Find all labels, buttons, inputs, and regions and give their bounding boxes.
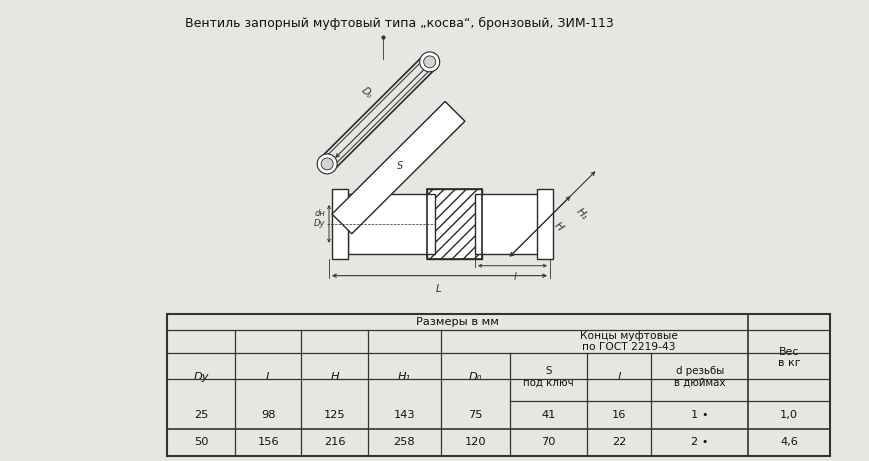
Text: 1 •: 1 • <box>690 410 708 420</box>
Text: 98: 98 <box>261 410 275 420</box>
Bar <box>536 189 553 259</box>
Circle shape <box>419 52 439 72</box>
Text: 25: 25 <box>194 410 209 420</box>
Text: 156: 156 <box>257 437 279 448</box>
Text: 125: 125 <box>323 410 345 420</box>
Text: d резьбы
в дюймах: d резьбы в дюймах <box>673 366 725 388</box>
Text: D₀: D₀ <box>358 86 374 101</box>
FancyBboxPatch shape <box>348 194 434 254</box>
Text: 258: 258 <box>393 437 415 448</box>
Text: 120: 120 <box>464 437 486 448</box>
Text: 4,6: 4,6 <box>779 437 797 448</box>
Text: 75: 75 <box>468 410 482 420</box>
Text: Вентиль запорный муфтовый типа „косва“, бронзовый, ЗИМ-113: Вентиль запорный муфтовый типа „косва“, … <box>185 17 613 30</box>
Circle shape <box>321 158 333 170</box>
Text: 2 •: 2 • <box>690 437 707 448</box>
Polygon shape <box>427 189 482 259</box>
Circle shape <box>423 56 435 68</box>
Text: Размеры в мм: Размеры в мм <box>415 317 499 327</box>
Text: 50: 50 <box>194 437 209 448</box>
Text: 70: 70 <box>541 437 555 448</box>
Text: 1,0: 1,0 <box>779 410 798 420</box>
Text: 22: 22 <box>612 437 626 448</box>
Text: l: l <box>513 272 516 282</box>
Text: H: H <box>330 372 338 382</box>
Text: 16: 16 <box>612 410 626 420</box>
Text: S: S <box>396 161 402 171</box>
Text: L: L <box>435 284 441 294</box>
Text: Вес
в кг: Вес в кг <box>777 347 799 368</box>
Text: 41: 41 <box>541 410 555 420</box>
Text: D₀: D₀ <box>468 372 481 382</box>
Bar <box>332 189 348 259</box>
Text: S
под ключ: S под ключ <box>523 366 574 388</box>
Text: 216: 216 <box>323 437 345 448</box>
Circle shape <box>317 154 337 174</box>
Text: Концы муфтовые
по ГОСТ 2219-43: Концы муфтовые по ГОСТ 2219-43 <box>580 331 677 352</box>
Polygon shape <box>332 101 464 234</box>
Polygon shape <box>332 101 464 234</box>
Text: L: L <box>265 372 271 382</box>
Text: H₁: H₁ <box>574 206 589 222</box>
Polygon shape <box>474 194 493 254</box>
Text: l: l <box>617 372 620 382</box>
Text: dн: dн <box>315 209 325 218</box>
Text: H₁: H₁ <box>397 372 410 382</box>
Text: Dy: Dy <box>314 219 325 228</box>
Text: Dу: Dу <box>193 372 209 382</box>
Bar <box>474 194 544 254</box>
Text: 143: 143 <box>393 410 415 420</box>
Text: H: H <box>551 220 564 233</box>
